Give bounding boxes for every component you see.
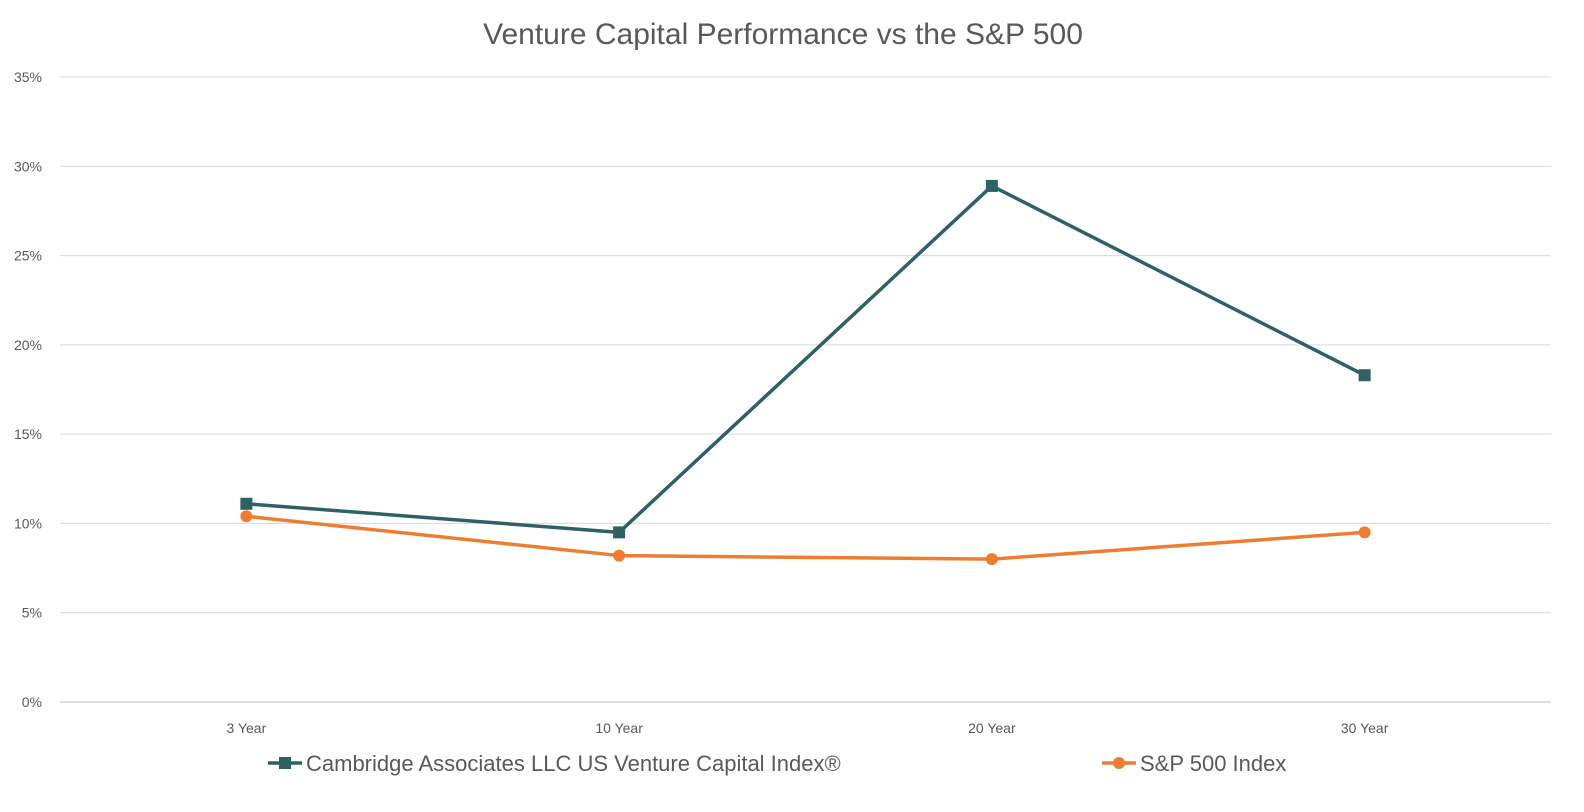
x-tick-label: 10 Year <box>595 720 643 736</box>
y-tick-label: 35% <box>14 69 42 85</box>
data-point-square <box>240 497 253 510</box>
y-tick-label: 5% <box>22 605 42 621</box>
data-point-square <box>985 179 998 192</box>
legend-label: Cambridge Associates LLC US Venture Capi… <box>306 751 841 776</box>
y-tick-label: 20% <box>14 337 42 353</box>
x-tick-label: 30 Year <box>1341 720 1389 736</box>
x-tick-label: 20 Year <box>968 720 1016 736</box>
chart-title: Venture Capital Performance vs the S&P 5… <box>483 18 1083 51</box>
data-point-square <box>1358 369 1371 382</box>
legend-marker-circle <box>1113 757 1125 769</box>
legend-marker-square <box>279 757 291 769</box>
y-tick-label: 0% <box>22 694 42 710</box>
y-tick-label: 25% <box>14 248 42 264</box>
series-line <box>246 514 1365 561</box>
y-tick-label: 10% <box>14 515 42 531</box>
data-point-square <box>613 526 626 539</box>
series-line <box>246 184 1366 535</box>
y-tick-label: 30% <box>14 158 42 174</box>
x-tick-label: 3 Year <box>227 720 267 736</box>
data-point-circle <box>240 510 253 523</box>
data-point-circle <box>613 549 626 562</box>
y-tick-label: 15% <box>14 426 42 442</box>
legend-label: S&P 500 Index <box>1140 751 1286 776</box>
data-point-circle <box>985 553 998 566</box>
data-point-circle <box>1358 526 1371 539</box>
